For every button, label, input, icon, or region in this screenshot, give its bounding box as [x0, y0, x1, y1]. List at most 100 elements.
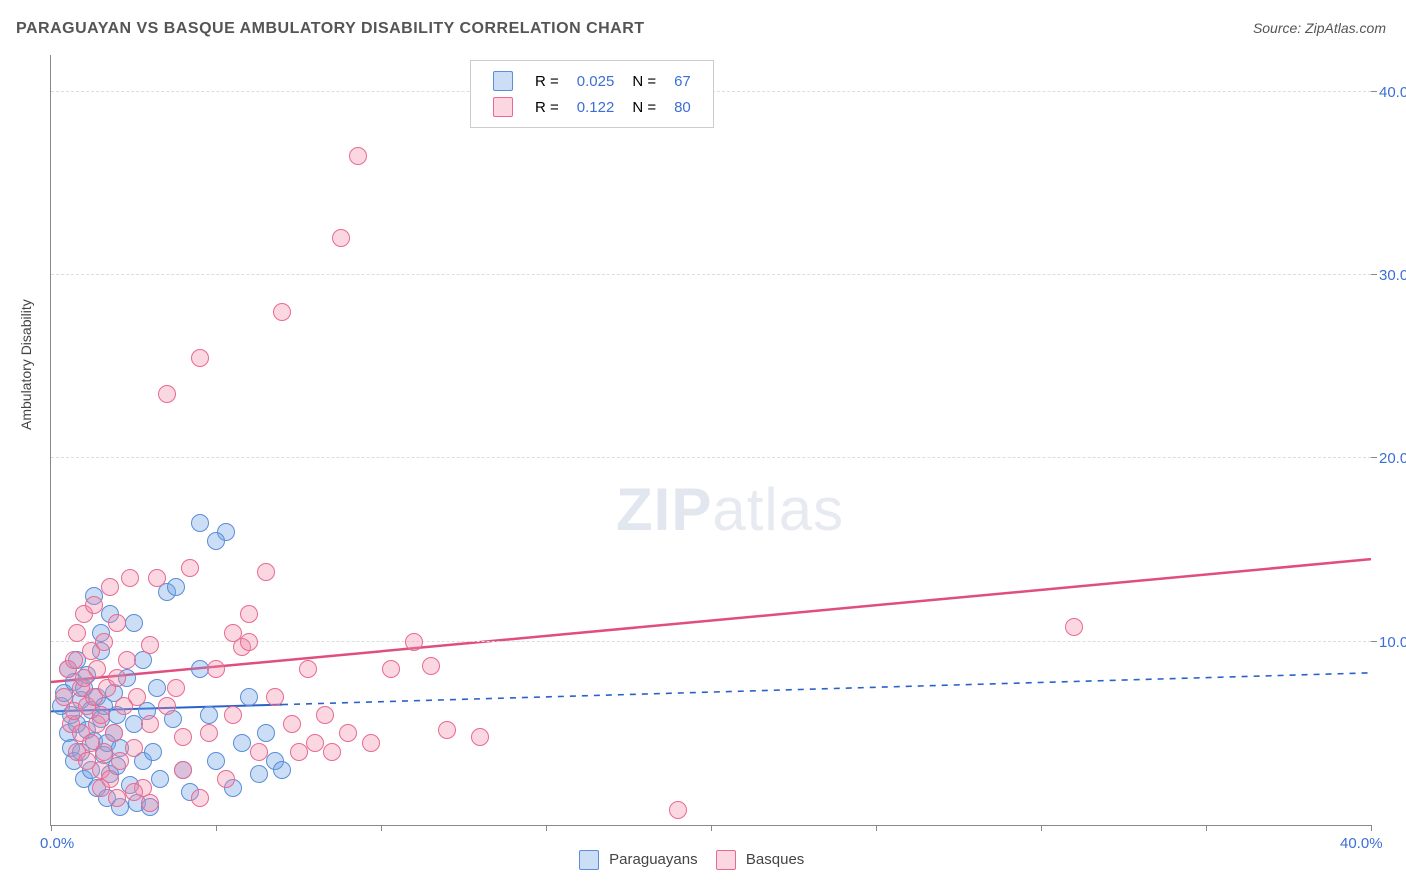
data-point: [200, 724, 218, 742]
data-point: [266, 688, 284, 706]
data-point: [88, 660, 106, 678]
data-point: [217, 770, 235, 788]
watermark: ZIPatlas: [616, 475, 844, 544]
data-point: [200, 706, 218, 724]
data-point: [125, 739, 143, 757]
watermark-bold: ZIP: [616, 476, 712, 543]
legend-swatch-2: [493, 97, 513, 117]
data-point: [65, 651, 83, 669]
data-point: [141, 715, 159, 733]
data-point: [240, 688, 258, 706]
data-point: [405, 633, 423, 651]
data-point: [332, 229, 350, 247]
data-point: [148, 569, 166, 587]
data-point: [108, 789, 126, 807]
data-point: [141, 636, 159, 654]
x-tick: [1041, 825, 1042, 831]
legend-label-basques: Basques: [746, 851, 804, 868]
data-point: [108, 614, 126, 632]
y-tick: [1371, 274, 1377, 275]
y-tick-label: 40.0%: [1379, 84, 1406, 101]
x-tick: [1206, 825, 1207, 831]
data-point: [257, 724, 275, 742]
data-point: [125, 614, 143, 632]
x-tick: [546, 825, 547, 831]
y-axis-label: Ambulatory Disability: [18, 299, 34, 430]
data-point: [191, 514, 209, 532]
legend-swatch-paraguayans: [579, 850, 599, 870]
legend-series: Paraguayans Basques: [565, 850, 804, 870]
x-tick: [711, 825, 712, 831]
data-point: [382, 660, 400, 678]
y-tick-label: 30.0%: [1379, 267, 1406, 284]
data-point: [191, 789, 209, 807]
data-point: [95, 633, 113, 651]
data-point: [167, 578, 185, 596]
x-tick: [1371, 825, 1372, 831]
data-point: [148, 679, 166, 697]
data-point: [128, 688, 146, 706]
legend-stats: R = 0.025 N = 67 R = 0.122 N = 80: [470, 60, 714, 128]
legend-R-value-2: 0.122: [569, 95, 623, 119]
data-point: [283, 715, 301, 733]
data-point: [174, 761, 192, 779]
data-point: [349, 147, 367, 165]
data-point: [240, 633, 258, 651]
x-tick-label-max: 40.0%: [1340, 835, 1383, 852]
data-point: [92, 706, 110, 724]
legend-N-label: N =: [624, 69, 664, 93]
legend-swatch-1: [493, 71, 513, 91]
grid-line: [51, 274, 1371, 275]
data-point: [306, 734, 324, 752]
legend-R-value-1: 0.025: [569, 69, 623, 93]
legend-R-label: R =: [527, 69, 567, 93]
watermark-rest: atlas: [712, 476, 844, 543]
data-point: [250, 765, 268, 783]
data-point: [323, 743, 341, 761]
y-tick: [1371, 641, 1377, 642]
x-tick: [876, 825, 877, 831]
data-point: [362, 734, 380, 752]
legend-R-label: R =: [527, 95, 567, 119]
data-point: [207, 532, 225, 550]
data-point: [207, 660, 225, 678]
y-tick: [1371, 91, 1377, 92]
y-tick: [1371, 457, 1377, 458]
data-point: [92, 779, 110, 797]
data-point: [181, 559, 199, 577]
data-point: [121, 569, 139, 587]
legend-stats-row: R = 0.025 N = 67: [485, 69, 699, 93]
data-point: [273, 761, 291, 779]
data-point: [316, 706, 334, 724]
data-point: [141, 794, 159, 812]
source-label: Source: ZipAtlas.com: [1253, 20, 1386, 36]
data-point: [224, 624, 242, 642]
data-point: [125, 783, 143, 801]
data-point: [224, 706, 242, 724]
data-point: [85, 596, 103, 614]
legend-N-value-1: 67: [666, 69, 699, 93]
data-point: [151, 770, 169, 788]
data-point: [438, 721, 456, 739]
grid-line: [51, 457, 1371, 458]
data-point: [250, 743, 268, 761]
data-point: [257, 563, 275, 581]
data-point: [118, 651, 136, 669]
plot-area: ZIPatlas 10.0%20.0%30.0%40.0%: [50, 55, 1371, 826]
legend-N-label: N =: [624, 95, 664, 119]
data-point: [422, 657, 440, 675]
data-point: [174, 728, 192, 746]
legend-stats-row: R = 0.122 N = 80: [485, 95, 699, 119]
legend-N-value-2: 80: [666, 95, 699, 119]
data-point: [273, 303, 291, 321]
data-point: [339, 724, 357, 742]
data-point: [471, 728, 489, 746]
data-point: [191, 660, 209, 678]
data-point: [101, 578, 119, 596]
data-point: [299, 660, 317, 678]
legend-swatch-basques: [716, 850, 736, 870]
x-tick: [381, 825, 382, 831]
data-point: [108, 669, 126, 687]
y-tick-label: 20.0%: [1379, 450, 1406, 467]
x-tick: [51, 825, 52, 831]
